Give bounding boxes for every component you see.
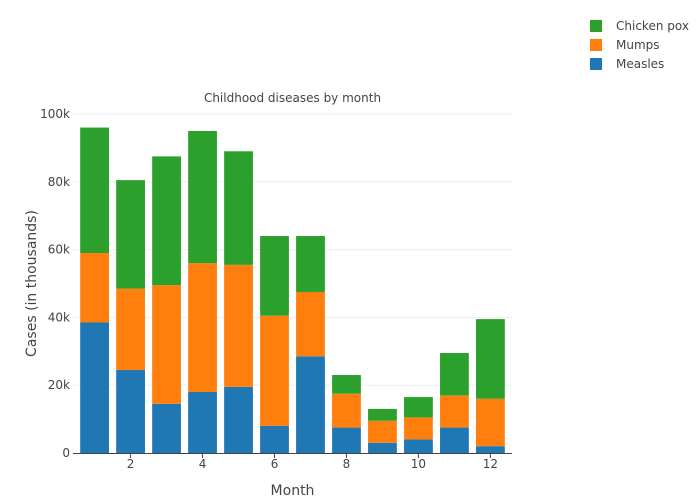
bar-measles-month-12 [476,446,505,453]
chart-title: Childhood diseases by month [204,91,381,105]
y-tick-label: 60k [48,243,70,257]
bar-mumps-month-11 [440,395,469,428]
bar-chicken-pox-month-8 [332,375,361,394]
y-tick-label: 100k [40,107,70,121]
bar-mumps-month-4 [188,263,217,392]
bar-mumps-month-5 [224,264,253,387]
bar-chicken-pox-month-2 [116,180,145,289]
bar-mumps-month-12 [476,398,505,447]
x-tick-label: 6 [271,457,279,471]
y-tick-label: 80k [48,175,70,189]
bar-mumps-month-6 [260,315,289,426]
y-tick-label: 40k [48,310,70,324]
y-axis-ticks: 0 20k 40k 60k 80k 100k [40,107,70,460]
bar-measles-month-6 [260,425,289,453]
x-tick-label: 8 [343,457,351,471]
x-axis-ticks: 2 4 6 8 10 12 [127,453,498,471]
bar-measles-month-9 [368,442,397,453]
bar-chicken-pox-month-10 [404,397,433,418]
x-axis-title: Month [271,483,315,499]
legend: Chicken pox Mumps Measles [590,19,689,71]
legend-swatch-measles [590,58,602,70]
legend-label-measles: Measles [616,57,664,71]
legend-label-mumps: Mumps [616,38,660,52]
x-tick-label: 2 [127,457,135,471]
legend-swatch-chicken-pox [590,20,602,32]
bar-mumps-month-7 [296,291,325,357]
bar-measles-month-5 [224,386,253,453]
legend-label-chicken-pox: Chicken pox [616,19,689,33]
bar-measles-month-4 [188,391,217,453]
y-tick-label: 0 [62,446,70,460]
bar-measles-month-7 [296,356,325,453]
bar-mumps-month-2 [116,288,145,370]
bar-mumps-month-1 [80,252,109,323]
bar-chicken-pox-month-7 [296,236,325,292]
legend-swatch-mumps [590,39,602,51]
bar-mumps-month-10 [404,417,433,440]
bar-chicken-pox-month-5 [224,151,253,265]
bar-chicken-pox-month-9 [368,408,397,421]
y-axis-title: Cases (in thousands) [24,210,40,357]
gridlines [73,113,512,386]
bar-measles-month-2 [116,369,145,453]
bar-measles-month-3 [152,403,181,453]
bar-chicken-pox-month-4 [188,130,217,264]
x-tick-label: 10 [411,457,426,471]
bar-measles-month-8 [332,427,361,453]
bar-chicken-pox-month-3 [152,156,181,286]
y-tick-label: 20k [48,378,70,392]
bars [80,127,505,453]
x-tick-label: 4 [199,457,207,471]
bar-mumps-month-8 [332,393,361,428]
bar-mumps-month-3 [152,285,181,404]
x-tick-label: 12 [483,457,498,471]
bar-chicken-pox-month-11 [440,352,469,396]
bar-chicken-pox-month-6 [260,236,289,316]
bar-chicken-pox-month-1 [80,127,109,253]
bar-measles-month-11 [440,427,469,453]
bar-measles-month-1 [80,322,109,453]
bar-chicken-pox-month-12 [476,319,505,399]
bar-mumps-month-9 [368,420,397,443]
bar-measles-month-10 [404,439,433,453]
